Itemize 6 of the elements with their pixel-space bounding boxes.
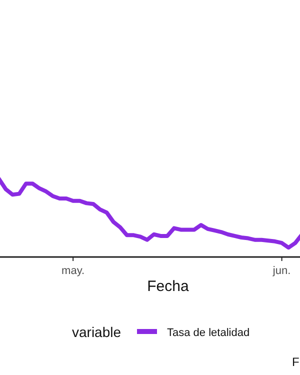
x-tick-label: may. <box>62 264 85 277</box>
legend-label: Tasa de letalidad <box>167 327 250 339</box>
x-axis-title: Fecha <box>147 278 190 295</box>
x-tick-label: jun. <box>272 264 291 277</box>
legend-title: variable <box>72 324 122 340</box>
text: F <box>292 355 300 369</box>
